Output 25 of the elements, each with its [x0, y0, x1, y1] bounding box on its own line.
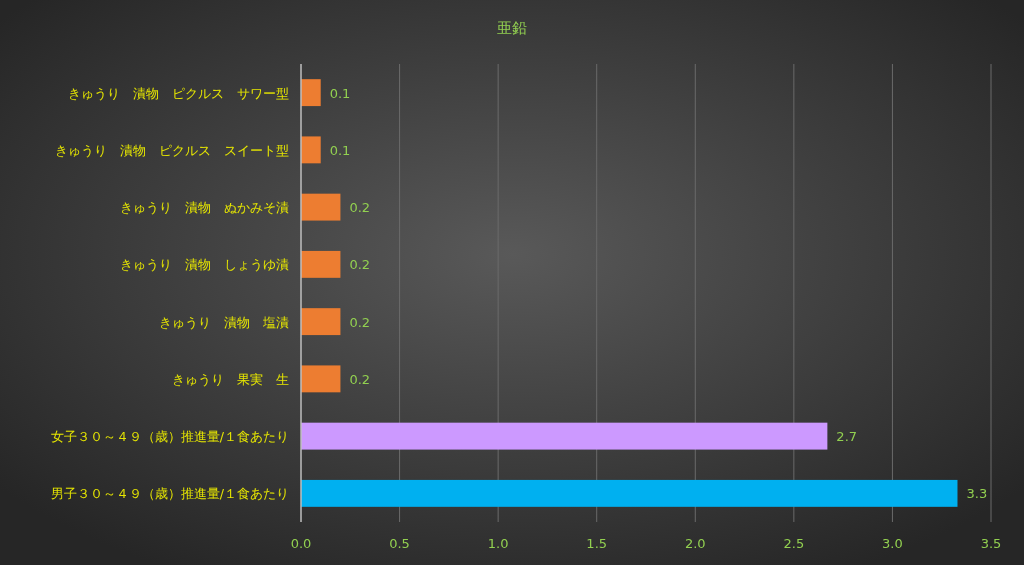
y-tick-label: 男子３０～４９（歳）推進量/１食あたり [50, 486, 289, 502]
chart-title: 亜鉛 [497, 19, 527, 37]
data-label: 0.1 [329, 85, 351, 101]
x-tick-label: 3.0 [882, 536, 903, 551]
y-tick-label: 女子３０～４９（歳）推進量/１食あたり [50, 429, 289, 445]
y-tick-label: きゅうり 果実 生 [172, 371, 289, 387]
data-label: 3.3 [966, 486, 988, 502]
data-label: 0.2 [349, 200, 371, 216]
data-label: 0.1 [329, 142, 351, 158]
x-tick-label: 0.0 [290, 536, 312, 551]
x-tick-label: 2.0 [684, 536, 706, 551]
data-label: 0.2 [349, 314, 371, 330]
data-label: 0.2 [349, 257, 371, 273]
y-tick-label: きゅうり 漬物 ピクルス サワー型 [68, 85, 289, 101]
x-tick-label: 1.0 [487, 536, 509, 551]
x-tick-label: 2.5 [783, 536, 805, 551]
x-tick-label: 3.5 [980, 536, 1002, 551]
data-label: 2.7 [836, 429, 858, 445]
data-label: 0.2 [349, 371, 371, 387]
y-tick-label: きゅうり 漬物 しょうゆ漬 [120, 257, 289, 273]
x-tick-label: 0.5 [389, 536, 410, 551]
y-tick-label: きゅうり 漬物 ぬかみそ漬 [120, 200, 289, 216]
x-tick-label: 1.5 [586, 536, 608, 551]
y-tick-label: きゅうり 漬物 塩漬 [159, 314, 289, 330]
y-tick-label: きゅうり 漬物 ピクルス スイート型 [55, 142, 289, 158]
